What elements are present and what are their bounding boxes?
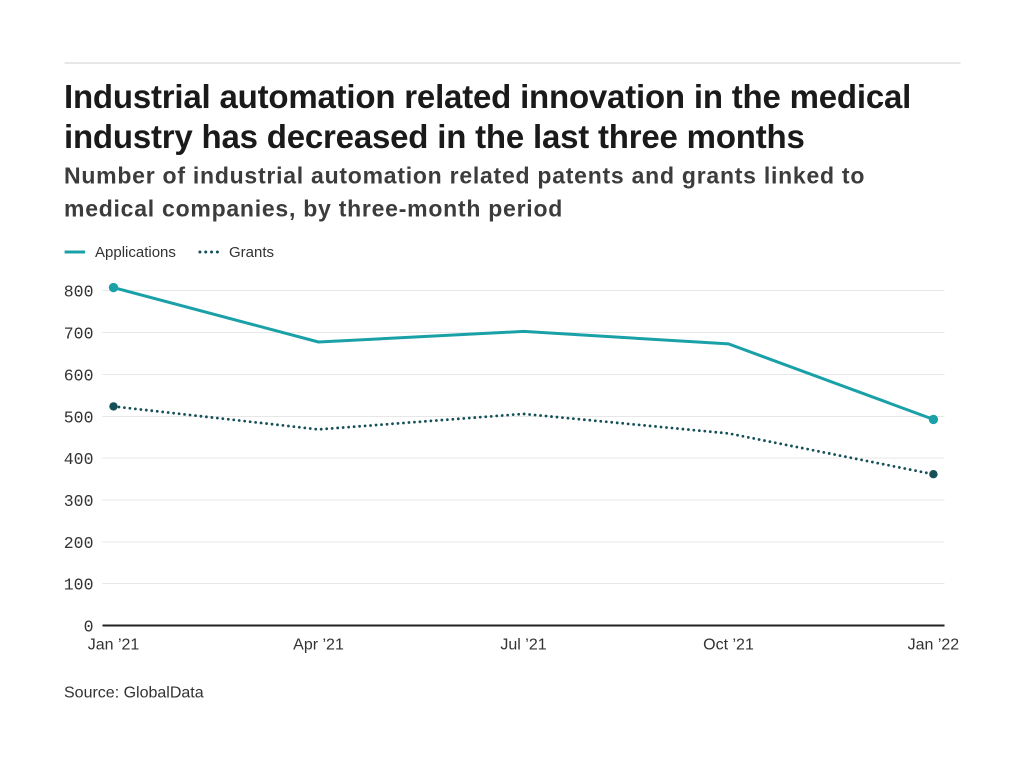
- svg-text:Jul ’21: Jul ’21: [500, 636, 546, 653]
- svg-text:600: 600: [64, 366, 94, 385]
- svg-text:Oct ’21: Oct ’21: [703, 636, 754, 653]
- svg-text:200: 200: [64, 534, 94, 553]
- svg-text:400: 400: [64, 450, 94, 469]
- svg-text:0: 0: [84, 618, 94, 637]
- svg-text:700: 700: [64, 325, 94, 344]
- svg-text:Apr ’21: Apr ’21: [293, 636, 344, 653]
- svg-text:300: 300: [64, 492, 94, 511]
- svg-text:medical companies, by three-mo: medical companies, by three-month period: [64, 196, 563, 222]
- svg-text:100: 100: [64, 576, 94, 595]
- svg-text:Industrial automation related: Industrial automation related innovation…: [64, 78, 911, 115]
- svg-text:industry has decreased in the: industry has decreased in the last three…: [64, 118, 805, 155]
- svg-text:500: 500: [64, 408, 94, 427]
- svg-text:Grants: Grants: [229, 244, 274, 261]
- svg-text:Source: GlobalData: Source: GlobalData: [64, 684, 204, 701]
- svg-text:Jan ’22: Jan ’22: [908, 636, 960, 653]
- svg-text:800: 800: [64, 283, 94, 302]
- svg-text:Applications: Applications: [95, 244, 176, 261]
- svg-text:Number of industrial automatio: Number of industrial automation related …: [64, 163, 865, 189]
- svg-text:Jan ’21: Jan ’21: [88, 636, 140, 653]
